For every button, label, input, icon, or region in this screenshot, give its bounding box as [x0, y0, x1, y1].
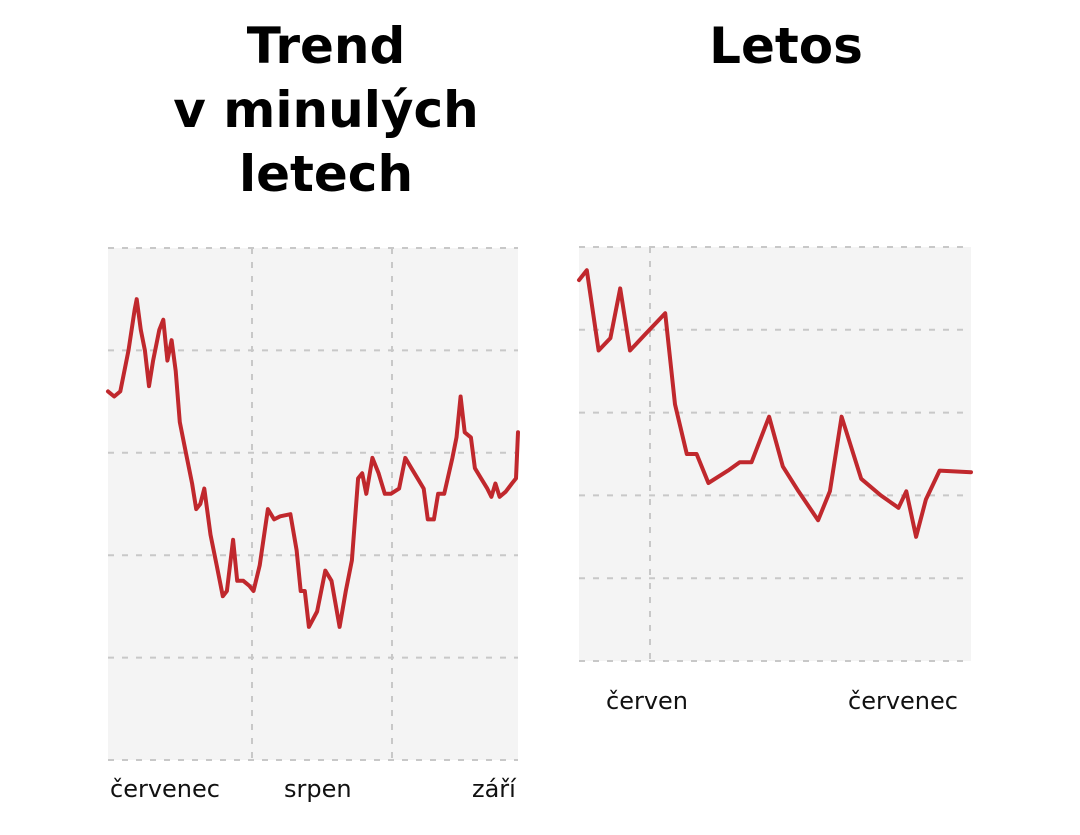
x-tick-label: srpen: [284, 775, 352, 803]
chart-title-line: Trend: [246, 17, 406, 75]
chart-title-line: letech: [238, 145, 414, 203]
x-tick-label: září: [472, 775, 516, 803]
x-tick-label: červenec: [848, 687, 958, 715]
plot-area: [579, 247, 971, 661]
plot-area: [108, 248, 518, 760]
chart-panel-this-year: [577, 246, 973, 662]
chart-title-left: Trend v minulých letech: [126, 14, 526, 206]
x-tick-label: červen: [606, 687, 689, 715]
chart-panel-past-years: [106, 247, 520, 761]
chart-title-right: Letos: [586, 14, 986, 78]
chart-title-line: Letos: [709, 17, 863, 75]
chart-title-line: v minulých: [173, 81, 479, 139]
series-line: [577, 268, 973, 539]
series-line: [106, 297, 520, 629]
x-tick-label: červenec: [110, 775, 220, 803]
